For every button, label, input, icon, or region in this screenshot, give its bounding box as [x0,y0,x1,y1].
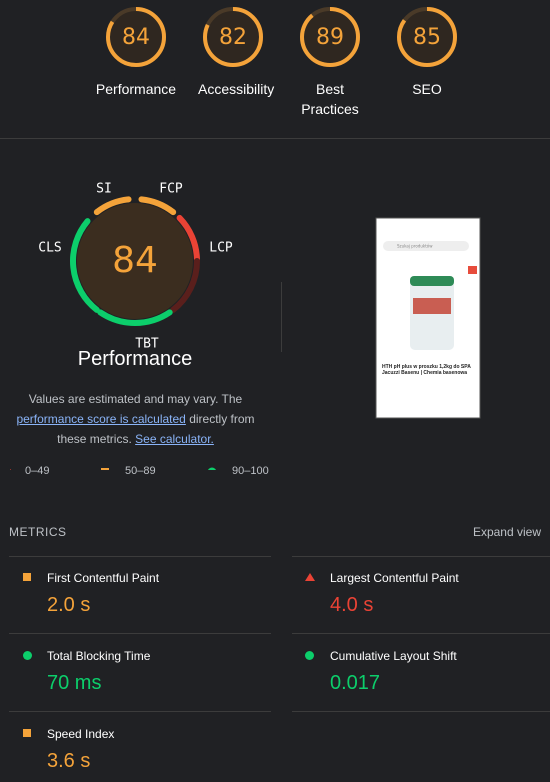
gauge-score: 84 [112,240,158,281]
gauge-segment [170,258,200,313]
metric-icon [305,573,315,581]
gauge-label: FCP [159,182,183,197]
gauge-label: TBT [135,337,159,352]
legend-icon [101,468,109,470]
product-title-box: HTH pH plus w proszku 1,2kg do SPA Jacuz… [382,364,471,376]
metric-icon [23,651,32,660]
gauge-segment [176,214,200,262]
score-label: Best Practices [301,81,359,117]
divider [9,556,271,557]
gauge-segment [70,218,100,313]
badge [468,266,477,274]
gauge-label: SI [96,182,112,197]
score-arc [203,7,263,67]
metric-name: Total Blocking Time [47,649,151,663]
score-arc [397,7,457,67]
divider [9,711,271,712]
score-label: SEO [412,81,442,97]
score-fill [205,9,261,65]
metric-icon [23,573,31,581]
score-arc [106,7,166,67]
score-value: 82 [219,25,247,50]
metric-name: Cumulative Layout Shift [330,649,457,663]
gauge-segment [93,196,132,216]
score-value: 84 [122,25,150,50]
legend-label: 50–89 [125,465,156,477]
search-box [383,241,469,251]
score-fill [302,9,358,65]
legend-label: 90–100 [232,465,269,477]
gauge-fill [77,203,193,319]
note: Values are estimated and may vary. The p… [8,389,263,449]
metrics-heading: METRICS [9,525,67,539]
score-fill [399,9,455,65]
search-text: Szukaj produktów [397,244,433,249]
metric-value: 4.0 s [330,594,374,616]
metric-icon [23,729,31,737]
metric-name: Speed Index [47,727,115,741]
gauge-label: CLS [38,241,61,256]
metric-name: First Contentful Paint [47,571,160,585]
link[interactable]: performance score is calculated [16,412,186,426]
legend-icon [207,467,217,470]
score-arc [300,7,360,67]
page-screenshot: Szukaj produktów HTH pH plus w proszku 1… [375,217,481,419]
note-text: Values are estimated and may vary. The [28,392,243,406]
score-value: 85 [413,25,441,50]
gauge-label: LCP [209,241,233,256]
score-fill [108,9,164,65]
score-label: Performance [95,81,177,97]
divider [0,138,550,139]
score-value: 89 [316,25,344,50]
gauge-title: Performance [77,348,193,370]
divider [292,556,550,557]
metric-value: 0.017 [330,672,381,694]
product-lid [410,276,454,286]
legend-icon [9,469,12,470]
gauge-segment [138,196,177,216]
gauge-segment [97,309,173,326]
gauges: 84 SI FCP LCP CLS TBT Szukaj produktów H… [9,7,481,470]
product-title: HTH pH plus w proszku 1,2kg do SPA Jacuz… [382,364,471,376]
expand-view[interactable]: Expand view [472,525,541,539]
divider [9,633,271,634]
metric-value: 70 ms [47,672,102,694]
divider [292,711,550,712]
product-logo [413,298,451,314]
metric-icon [305,651,314,660]
score-label: Accessibility [198,81,275,97]
legend-label: 0–49 [25,465,50,477]
note-text: directly from these metrics. [57,412,255,446]
metric-name: Largest Contentful Paint [330,571,459,585]
metric-value: 2.0 s [47,594,91,616]
main-gauge: 84 SI FCP LCP CLS TBT [38,182,233,352]
link[interactable]: See calculator. [135,432,214,446]
divider [292,633,550,634]
metric-value: 3.6 s [47,750,91,772]
